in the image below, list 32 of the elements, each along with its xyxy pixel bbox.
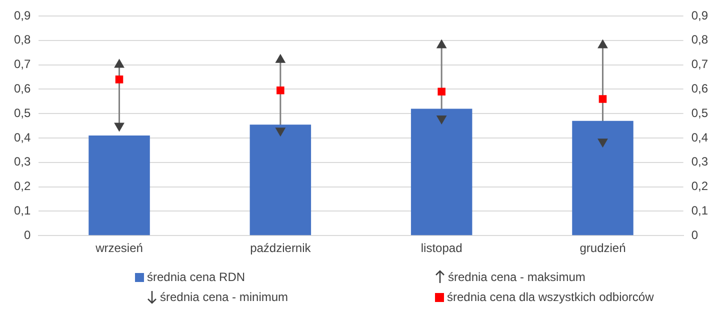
y-tick-label: 0,3 (14, 154, 31, 169)
legend-label: średnia cena - minimum (160, 290, 288, 304)
y2-tick-label: 0,6 (691, 82, 708, 96)
y-tick-label: 0,1 (14, 204, 31, 218)
y-tick-label: 0,2 (14, 179, 31, 194)
y-tick-label: 0,4 (14, 130, 31, 144)
y2-tick-label: 0,9 (691, 8, 708, 22)
bar (88, 136, 150, 236)
x-tick-label: wrzesień (94, 241, 143, 256)
legend-label: średnia cena - maksimum (448, 270, 586, 284)
bar (410, 108, 472, 236)
y2-tick-label: 0,1 (691, 204, 708, 218)
y2-tick-label: 0,2 (691, 179, 708, 194)
y-tick-label: 0 (24, 228, 31, 242)
y2-tick-label: 0,5 (691, 106, 708, 120)
bar (250, 124, 312, 236)
y-tick-label: 0,7 (14, 57, 31, 72)
y2-tick-label: 0,3 (691, 154, 708, 169)
y-tick-label: 0,6 (14, 82, 31, 96)
bar (572, 120, 634, 236)
y2-tick-label: 0,4 (691, 130, 708, 144)
legend-label: średnia cena RDN (147, 270, 246, 284)
x-tick-label: październik (250, 241, 312, 256)
y-tick-label: 0,9 (14, 8, 31, 22)
x-tick-label: grudzień (580, 241, 626, 256)
y2-tick-label: 0 (691, 228, 698, 242)
x-tick-label: listopad (420, 241, 462, 256)
legend-label: średnia cena dla wszystkich odbiorców (447, 290, 654, 304)
y2-tick-label: 0,8 (691, 32, 708, 47)
y-tick-label: 0,5 (14, 106, 31, 120)
y-tick-label: 0,8 (14, 32, 31, 47)
y2-tick-label: 0,7 (691, 57, 708, 72)
